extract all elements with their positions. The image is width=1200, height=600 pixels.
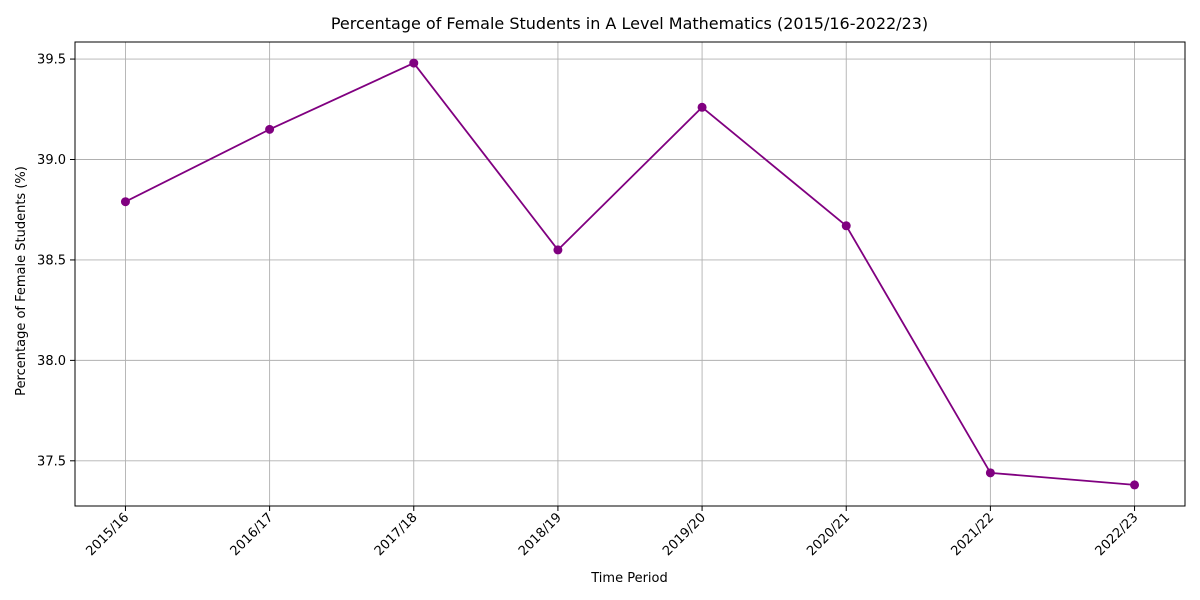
x-tick-label: 2021/22 — [948, 510, 997, 559]
chart-title: Percentage of Female Students in A Level… — [331, 14, 928, 33]
plot-border — [74, 41, 1186, 507]
data-point — [553, 245, 563, 255]
data-point — [120, 197, 130, 207]
data-point — [265, 124, 275, 134]
data-point — [409, 58, 419, 68]
series-layer — [120, 58, 1140, 490]
y-axis-label: Percentage of Female Students (%) — [14, 166, 29, 396]
x-tick-label: 2022/23 — [1093, 510, 1142, 559]
x-tick-label: 2020/21 — [804, 510, 853, 559]
y-tick-label: 39.0 — [37, 153, 66, 168]
series-line — [125, 62, 1135, 486]
x-tick-label: 2016/17 — [228, 510, 277, 559]
axes-frame — [74, 41, 1186, 507]
x-tick-label: 2019/20 — [660, 510, 709, 559]
x-tick-label: 2017/18 — [372, 510, 421, 559]
data-point — [985, 468, 995, 478]
grid-layer — [75, 42, 1185, 506]
y-axis-ticks: 37.5 38.0 38.5 39.0 39.5 — [37, 53, 75, 469]
y-tick-label: 38.5 — [37, 253, 66, 268]
data-point — [841, 221, 851, 231]
x-axis-ticks: 2015/16 2016/17 2017/18 2018/19 2019/20 2020/… — [83, 506, 1141, 559]
x-axis-label: Time Period — [590, 571, 667, 586]
x-tick-label: 2015/16 — [83, 510, 132, 559]
y-tick-label: 38.0 — [37, 354, 66, 369]
x-tick-label: 2018/19 — [516, 510, 565, 559]
y-tick-label: 39.5 — [37, 53, 66, 68]
data-point — [1130, 480, 1140, 490]
data-point — [697, 102, 707, 112]
y-tick-label: 37.5 — [37, 454, 66, 469]
